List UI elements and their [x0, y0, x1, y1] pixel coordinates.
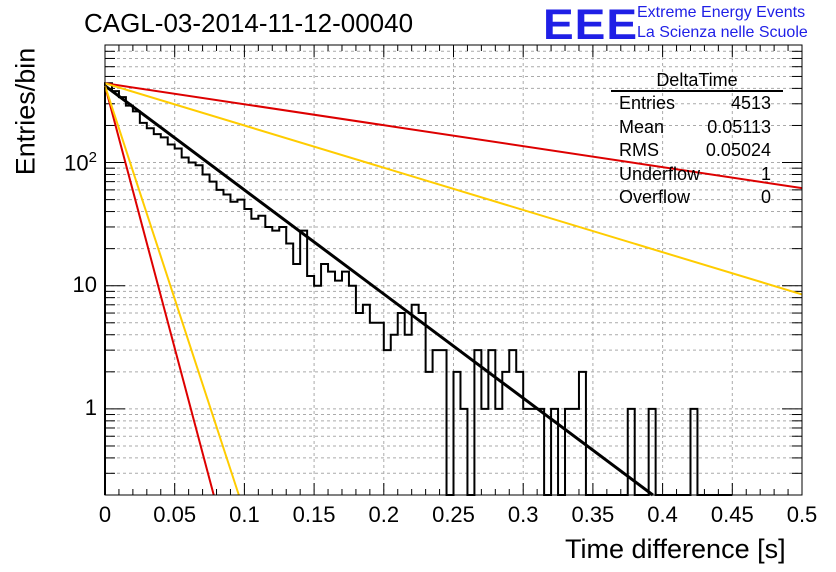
fit-line: [104, 85, 240, 496]
x-tick-label: 0.25: [432, 502, 475, 527]
stats-title: DeltaTime: [611, 70, 783, 92]
x-tick-label: 0.05: [153, 502, 197, 527]
stats-value: 1: [760, 163, 771, 184]
x-tick-label: 0: [98, 502, 112, 527]
stats-row-underflow: Underflow 1: [611, 163, 783, 187]
stats-label: Entries: [619, 93, 676, 113]
x-tick-label: 0.4: [647, 502, 678, 527]
stats-row-rms: RMS 0.05024: [611, 139, 783, 163]
fit-line: [104, 84, 654, 497]
x-tick-label: 0.3: [507, 502, 539, 527]
stats-row-overflow: Overflow 0: [611, 186, 783, 210]
stats-value: 4513: [730, 93, 771, 113]
stats-row-mean: Mean 0.05113: [611, 116, 783, 140]
fit-line: [104, 82, 803, 190]
x-tick-label: 0.45: [710, 502, 754, 527]
x-tick-label: 0.15: [292, 502, 336, 527]
fit-line: [104, 82, 803, 296]
x-tick-label: 0.2: [368, 502, 400, 527]
x-tick-label: 0.5: [786, 502, 818, 527]
stats-value: 0.05113: [707, 116, 771, 137]
x-axis-label: Time difference [s]: [565, 534, 786, 564]
stats-label: Mean: [619, 116, 665, 137]
logo-line-1: Extreme Energy Events: [637, 4, 806, 21]
y-tick-label: 10: [72, 271, 97, 297]
stats-row-entries: Entries 4513: [611, 92, 783, 116]
eee-logo: EEE: [543, 0, 639, 49]
chart-title: CAGL-03-2014-11-12-00040: [84, 8, 414, 38]
stats-value: 0.05024: [705, 140, 771, 160]
fit-line: [104, 85, 215, 496]
y-tick-label: 1: [84, 394, 97, 420]
x-tick-label: 0.35: [571, 502, 615, 527]
stats-label: Underflow: [619, 163, 701, 184]
logo-line-2: La Scienza nelle Scuole: [637, 24, 808, 41]
y-tick-label: 102: [64, 148, 97, 175]
x-tick-label: 0.1: [229, 502, 260, 527]
plot-frame: [104, 44, 803, 496]
stats-box: DeltaTime Entries 4513 Mean 0.05113 RMS 0.0…: [611, 70, 783, 210]
stats-label: Overflow: [619, 187, 691, 207]
stats-label: RMS: [619, 140, 659, 160]
stats-value: 0: [760, 187, 771, 207]
